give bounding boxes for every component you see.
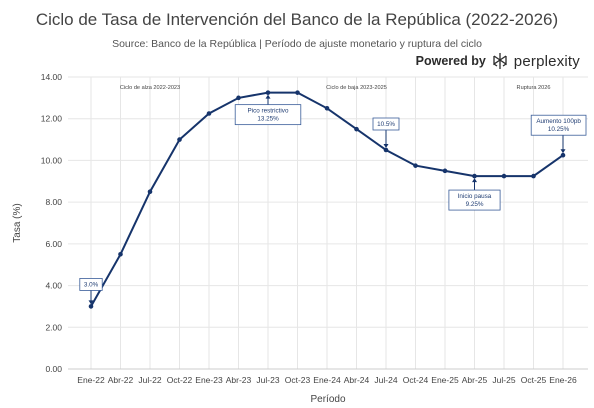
x-tick-label: Ene-25 [431,375,459,385]
annotation-box [448,189,501,211]
annotation-arrowhead [265,94,271,99]
annotation-label: 9.25% [466,201,484,208]
x-tick-label: Oct-22 [167,375,193,385]
annotation-label: 13.25% [257,116,279,123]
x-tick-label: Jul-22 [138,375,161,385]
data-point [324,105,330,111]
y-tick-label: 6.00 [45,239,62,249]
annotation-label: Inicio pausa [458,193,492,200]
data-point [206,111,212,116]
x-tick-label: Oct-24 [403,375,429,385]
data-points [88,90,566,309]
data-point [177,137,182,142]
data-point [236,95,241,101]
annotation-label: Aumento 100pb [536,118,581,125]
x-tick-label: Abr-24 [344,375,370,385]
y-tick-label: 14.00 [41,72,63,82]
annotation: 10.5% [372,117,400,148]
data-point [413,163,418,168]
y-tick-label: 2.00 [45,322,62,332]
period-label: Ruptura 2026 [517,85,551,91]
y-axis-ticks: 0.00 2.00 4.00 6.00 8.00 10.00 12.00 14.00 [41,72,63,374]
x-tick-label: Ene-23 [195,375,223,385]
perplexity-wordmark: perplexity [513,52,580,70]
annotation-label: 10.5% [377,121,395,128]
perplexity-logo-icon [493,53,507,69]
data-point [354,126,359,132]
period-label: Ciclo de alza 2022-2023 [120,85,180,91]
annotation-arrowhead [472,178,477,183]
data-point [295,90,300,95]
x-tick-label: Ene-24 [313,375,341,385]
y-tick-label: 4.00 [45,281,62,291]
data-point [501,173,507,179]
data-point [265,90,271,95]
period-label: Ciclo de baja 2023-2025 [326,85,387,91]
annotation-box [79,278,103,291]
annotation-arrowhead [560,149,566,154]
x-tick-label: Jul-23 [256,375,279,385]
data-point [531,173,536,179]
x-tick-label: Oct-25 [521,375,547,385]
annotation: 3.0% [79,278,103,305]
period-labels: Ciclo de alza 2022-2023 Ciclo de baja 202… [120,85,551,91]
annotation-arrowhead [88,300,94,305]
data-point [472,173,477,179]
grid-lines [68,76,588,370]
x-tick-label: Abr-23 [226,375,252,385]
data-point [442,168,448,174]
y-tick-label: 12.00 [41,114,63,124]
data-point [560,152,566,158]
x-tick-label: Oct-23 [285,375,311,385]
annotation-box [530,114,587,136]
x-tick-label: Ene-22 [77,375,105,385]
x-tick-label: Abr-22 [108,375,134,385]
x-tick-label: Abr-25 [462,375,488,385]
x-tick-label: Jul-24 [374,375,397,385]
y-axis-title: Tasa (%) [12,203,23,242]
y-tick-label: 0.00 [45,364,62,374]
annotation-arrowhead [383,144,389,148]
annotation-box [234,104,302,126]
x-axis-ticks: Ene-22 Abr-22 Jul-22 Oct-22 Ene-23 Abr-23 Jul-… [77,375,577,385]
data-point [118,251,123,257]
chart-title: Ciclo de Tasa de Intervención del Banco … [35,10,559,29]
x-tick-label: Jul-25 [492,375,515,385]
annotation-label: Pico restrictivo [248,108,289,115]
chart-subtitle: Source: Banco de la República | Período … [112,38,482,50]
y-tick-label: 8.00 [45,197,62,207]
annotation-label: 10.25% [548,126,570,133]
annotation-label: 3.0% [84,281,99,288]
y-tick-label: 10.00 [41,155,63,165]
powered-by-label: Powered by [415,54,486,68]
x-axis-title: Período [310,394,345,405]
x-tick-label: Ene-26 [549,375,577,385]
powered-by-badge: Powered by perplexity [416,52,580,70]
data-point [88,304,94,309]
annotation-box [372,117,400,131]
data-point [383,147,389,153]
data-point [147,189,153,195]
